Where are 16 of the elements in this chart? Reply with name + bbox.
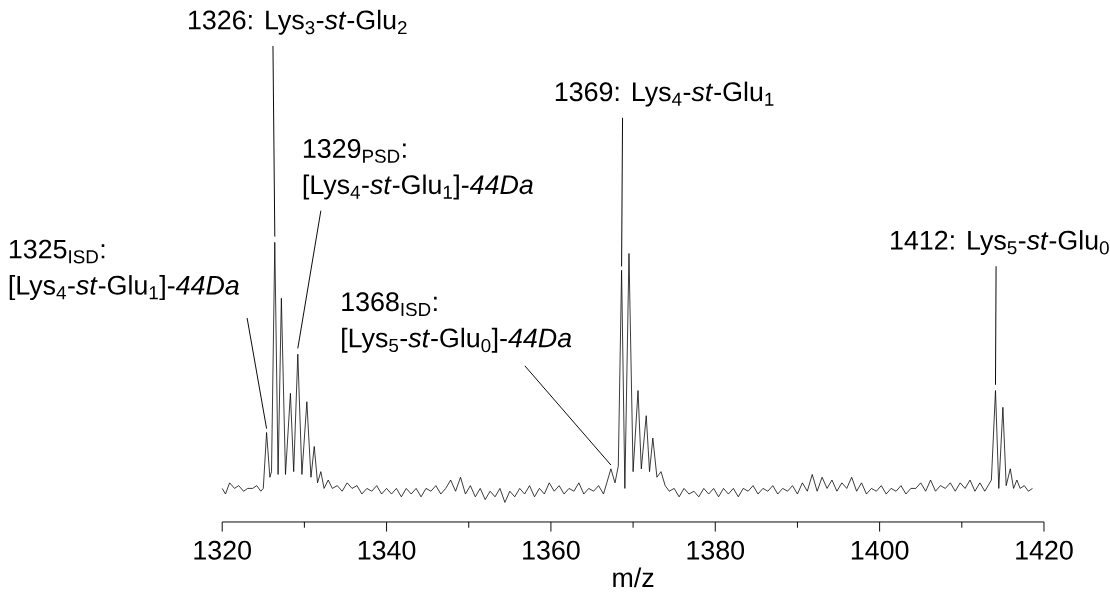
- annotation: [Lys$_{4}$-st-Glu$_{1}$]-44Da: [9, 275, 239, 300]
- text: 1329$_{PSD}$:: [303, 139, 406, 163]
- x-tick-label: 1360: [523, 540, 580, 560]
- x-tick-label: 1380: [687, 540, 745, 560]
- annotation: 1368$_{ISD}$:: [342, 292, 437, 317]
- x-axis-title: m/z: [613, 567, 654, 588]
- text: 1325$_{ISD}$:: [9, 239, 105, 264]
- x-tick-label: 1320: [194, 540, 251, 560]
- x-tick-label: 1420: [1016, 540, 1073, 560]
- annotation: [Lys$_{4}$-st-Glu$_{1}$]-44Da: [303, 174, 533, 200]
- x-tick-label: 1400: [851, 540, 909, 560]
- annotation: [Lys$_{5}$-st-Glu$_{0}$]-44Da: [342, 327, 572, 353]
- annotation: 1326: Lys$_{3}$-st-Glu$_{2}$: [189, 9, 407, 35]
- x-tick-label: 1340: [358, 540, 416, 560]
- annotation: 1369: Lys$_{4}$-st-Glu$_{1}$: [555, 81, 774, 107]
- annotation: 1412: Lys$_{5}$-st-Glu$_{0}$: [891, 230, 1109, 255]
